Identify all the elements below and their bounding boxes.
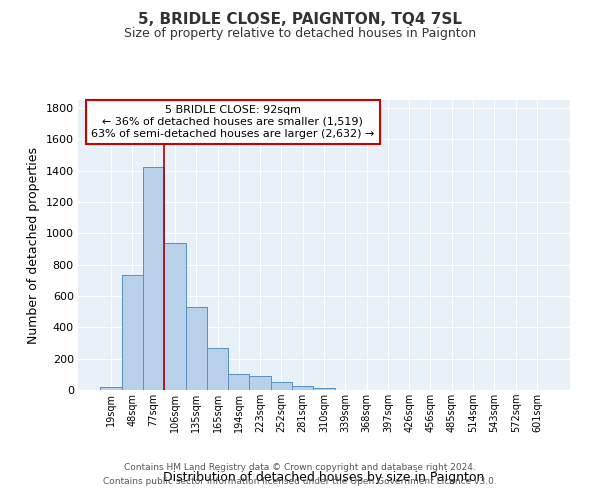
Bar [271, 382, 292, 390]
Bar [207, 348, 228, 390]
Bar [313, 388, 335, 390]
Text: Size of property relative to detached houses in Paignton: Size of property relative to detached ho… [124, 28, 476, 40]
Bar [143, 168, 164, 390]
Text: Contains public sector information licensed under the Open Government Licence v3: Contains public sector information licen… [103, 477, 497, 486]
Bar [164, 244, 185, 390]
X-axis label: Distribution of detached houses by size in Paignton: Distribution of detached houses by size … [163, 471, 485, 484]
Bar [122, 275, 143, 390]
Text: Contains HM Land Registry data © Crown copyright and database right 2024.: Contains HM Land Registry data © Crown c… [124, 464, 476, 472]
Text: 5 BRIDLE CLOSE: 92sqm
← 36% of detached houses are smaller (1,519)
63% of semi-d: 5 BRIDLE CLOSE: 92sqm ← 36% of detached … [91, 106, 374, 138]
Bar [292, 386, 313, 390]
Bar [100, 387, 122, 390]
Bar [185, 307, 207, 390]
Bar [228, 374, 250, 390]
Y-axis label: Number of detached properties: Number of detached properties [27, 146, 40, 344]
Bar [250, 376, 271, 390]
Text: 5, BRIDLE CLOSE, PAIGNTON, TQ4 7SL: 5, BRIDLE CLOSE, PAIGNTON, TQ4 7SL [138, 12, 462, 28]
